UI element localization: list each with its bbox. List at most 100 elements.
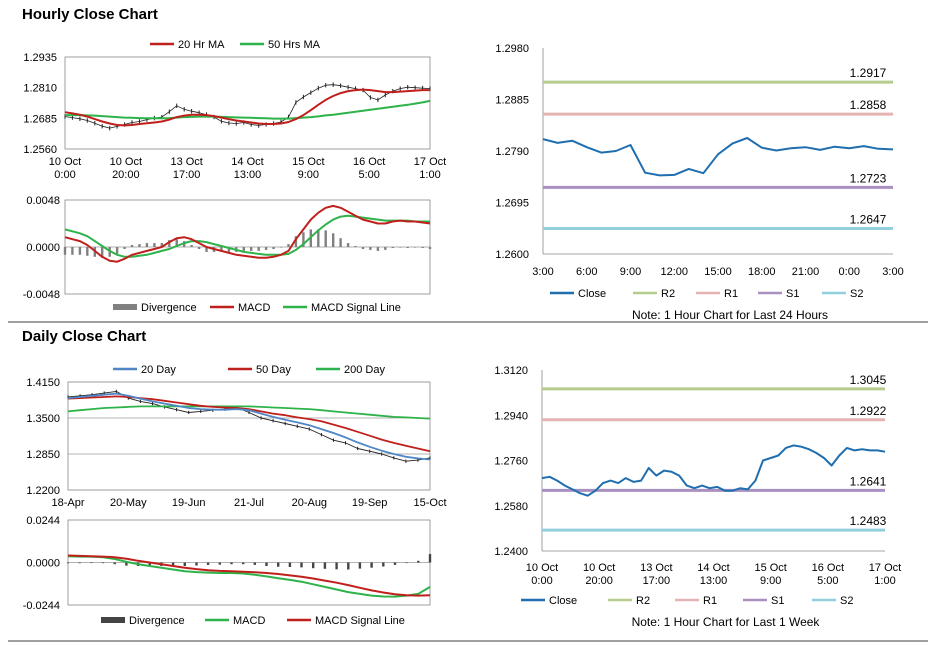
x-tick-label: 14 Oct <box>697 562 729 574</box>
y-tick-label: 1.3120 <box>494 365 528 377</box>
legend-label: Divergence <box>129 615 185 627</box>
divergence-bar <box>171 562 175 566</box>
y-tick-label: 0.0000 <box>26 558 60 570</box>
divergence-bar <box>197 247 201 249</box>
x-tick-label: 15:00 <box>704 266 732 278</box>
divergence-bar <box>78 562 81 564</box>
divergence-bar <box>218 562 221 565</box>
divergence-bar <box>183 562 186 566</box>
divergence-bar <box>370 562 373 568</box>
legend-label: S2 <box>850 288 863 300</box>
divergence-bar <box>399 247 402 248</box>
legend-label: 50 Day <box>256 364 291 376</box>
y-tick-label: 1.2980 <box>495 43 529 55</box>
divergence-bar <box>347 562 350 570</box>
divergence-bar <box>287 244 290 247</box>
legend-label: 200 Day <box>344 364 385 376</box>
divergence-bar <box>115 247 119 254</box>
x-tick-label: 5:00 <box>358 169 379 181</box>
x-tick-label: 5:00 <box>817 575 838 587</box>
divergence-bar <box>195 562 198 566</box>
x-tick-label: 17:00 <box>173 169 201 181</box>
x-tick-label: 3:00 <box>882 266 903 278</box>
y-tick-label: 1.2400 <box>494 546 528 558</box>
level-label-s1: 1.2641 <box>850 474 887 488</box>
divergence-bar <box>71 247 74 255</box>
divergence-bar <box>277 562 280 567</box>
macd-line <box>67 555 431 598</box>
plot-frame <box>67 381 431 491</box>
divergence-bar <box>354 246 357 247</box>
divergence-bar <box>257 247 260 251</box>
level-label-r2: 1.2917 <box>850 66 887 80</box>
close-line <box>64 84 431 129</box>
y-tick-label: 1.4150 <box>26 377 60 389</box>
y-tick-label: 1.2560 <box>23 144 57 156</box>
y-tick-label: 0.0000 <box>26 242 60 254</box>
x-tick-label: 19-Jun <box>172 497 206 509</box>
x-tick-label: 15-Oct <box>413 497 446 509</box>
legend-label: MACD Signal Line <box>315 615 405 627</box>
y-tick-label: 1.2885 <box>495 95 529 107</box>
divergence-bar <box>138 244 141 247</box>
x-tick-label: 12:00 <box>660 266 688 278</box>
divergence-bar <box>413 247 417 248</box>
macd-line <box>64 204 431 263</box>
divergence-bar <box>220 247 223 252</box>
x-tick-label: 10 Oct <box>49 156 81 168</box>
macd-signal-line <box>67 554 431 597</box>
divergence-bar <box>264 247 268 250</box>
y-tick-label: 1.2200 <box>26 485 60 497</box>
x-tick-label: 20-May <box>110 497 147 509</box>
divergence-bar <box>101 247 104 258</box>
chart-note: Note: 1 Hour Chart for Last 24 Hours <box>632 308 828 322</box>
x-tick-label: 9:00 <box>760 575 781 587</box>
y-tick-label: 1.2850 <box>26 449 60 461</box>
divergence-bar <box>335 562 338 570</box>
x-tick-label: 10 Oct <box>110 156 142 168</box>
x-tick-label: 16 Oct <box>812 562 844 574</box>
x-tick-label: 6:00 <box>576 266 597 278</box>
x-tick-label: 13 Oct <box>640 562 672 574</box>
legend-label: S2 <box>840 595 853 607</box>
divergence-bar <box>66 562 70 564</box>
close-line <box>542 137 894 177</box>
divergence-bar <box>125 562 128 566</box>
ma-50-line <box>67 395 431 453</box>
divergence-bar <box>406 247 409 248</box>
divergence-bar <box>339 238 342 247</box>
hourly-section-title: Hourly Close Chart <box>22 6 158 23</box>
legend-label: Divergence <box>141 302 197 314</box>
divergence-bar <box>206 562 210 565</box>
divergence-bar <box>302 232 305 247</box>
divergence-bar <box>361 247 365 249</box>
divergence-bar <box>376 247 380 251</box>
x-tick-label: 13:00 <box>234 169 262 181</box>
y-tick-label: -0.0244 <box>23 600 60 612</box>
divergence-bar <box>323 562 327 569</box>
legend-label: S1 <box>786 288 799 300</box>
x-tick-label: 0:00 <box>531 575 552 587</box>
x-tick-label: 21-Jul <box>234 497 264 509</box>
ma-50-line <box>65 99 431 120</box>
divergence-bar <box>168 240 171 247</box>
x-tick-label: 17 Oct <box>869 562 901 574</box>
divergence-bar <box>78 247 82 255</box>
level-label-s2: 1.2647 <box>850 213 887 227</box>
legend-label: R2 <box>661 288 675 300</box>
x-tick-label: 13:00 <box>700 575 728 587</box>
divergence-bar <box>250 247 253 251</box>
divergence-bar <box>160 243 163 247</box>
x-tick-label: 0:00 <box>839 266 860 278</box>
divergence-bar <box>265 562 268 566</box>
hourly-macd-chart: 0.0048 0.0000 -0.0048 Divergence MACD MACD Si… <box>23 195 432 314</box>
legend-label: R1 <box>703 595 717 607</box>
level-label-s2: 1.2483 <box>850 514 887 528</box>
legend-label: 50 Hrs MA <box>268 39 321 51</box>
y-tick-label: 0.0048 <box>26 195 60 207</box>
legend-label: MACD <box>233 615 265 627</box>
x-tick-label: 10 Oct <box>526 562 558 574</box>
hourly-levels-chart: 1.2980 1.2885 1.2790 1.2695 1.2600 1.2917 1.28… <box>495 43 903 322</box>
